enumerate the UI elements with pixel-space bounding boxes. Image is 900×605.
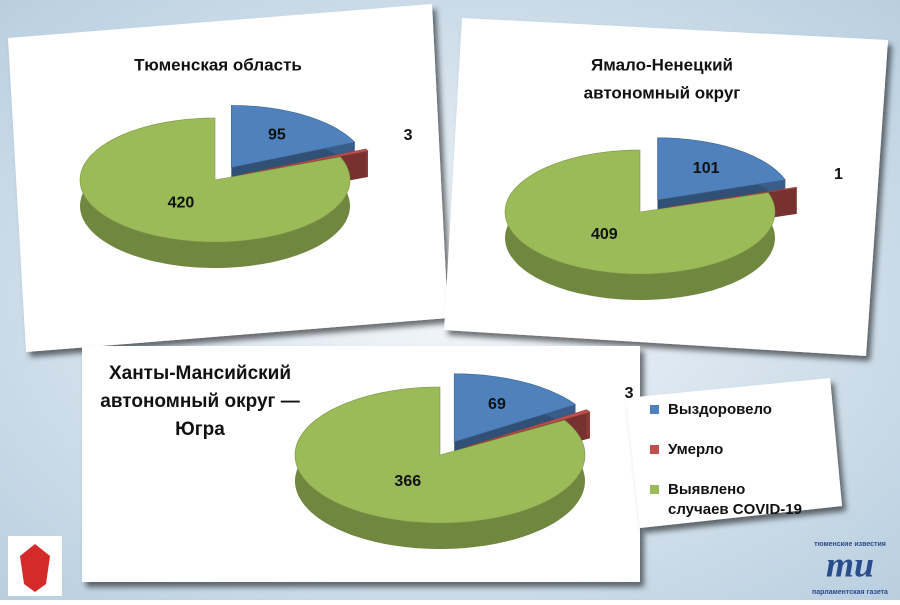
slice [668,186,798,208]
legend-swatch [650,445,659,454]
chart-title: Ханты-Мансийский [109,363,291,384]
brand-top: тюменские известия [814,541,886,548]
legend-swatch [650,405,659,414]
slice [231,105,356,168]
slice [657,137,786,201]
legend-box [626,378,842,528]
chart-title: Тюменская область [134,55,302,74]
slice-rim [366,149,368,177]
brand-logo: ти [826,544,874,584]
legend-label: Умерло [668,441,723,458]
brand-bottom: парламентская газета [812,589,888,596]
slice [453,373,577,443]
value-label: 69 [488,396,506,413]
value-label: 3 [404,127,413,144]
legend-label: Выздоровело [668,401,772,418]
slice [504,149,776,275]
value-label: 3 [625,385,634,402]
chart-title: автономный округ [584,83,741,102]
chart-title: Ямало-Ненецкий [591,55,733,74]
value-label: 409 [591,226,618,243]
value-label: 95 [268,126,286,143]
emblem-shape [20,544,50,592]
value-label: 1 [834,166,843,183]
chart-title: Югра [175,419,225,440]
value-label: 420 [168,194,195,211]
value-label: 366 [394,473,421,490]
chart-title: автономный округ — [100,391,299,412]
slice-rim [796,187,797,214]
emblem [8,536,62,596]
slice [79,117,351,243]
legend: Выздоровело Умерло Выявлено случаев COVID-1… [650,401,802,518]
slice [465,409,591,448]
legend-swatch [650,485,659,494]
value-label: 101 [693,160,720,177]
slice [294,386,586,524]
legend-label: Выявлено [668,481,745,498]
legend-label: случаев COVID-19 [668,501,802,518]
slice-rim [586,409,590,439]
slice [242,148,369,175]
